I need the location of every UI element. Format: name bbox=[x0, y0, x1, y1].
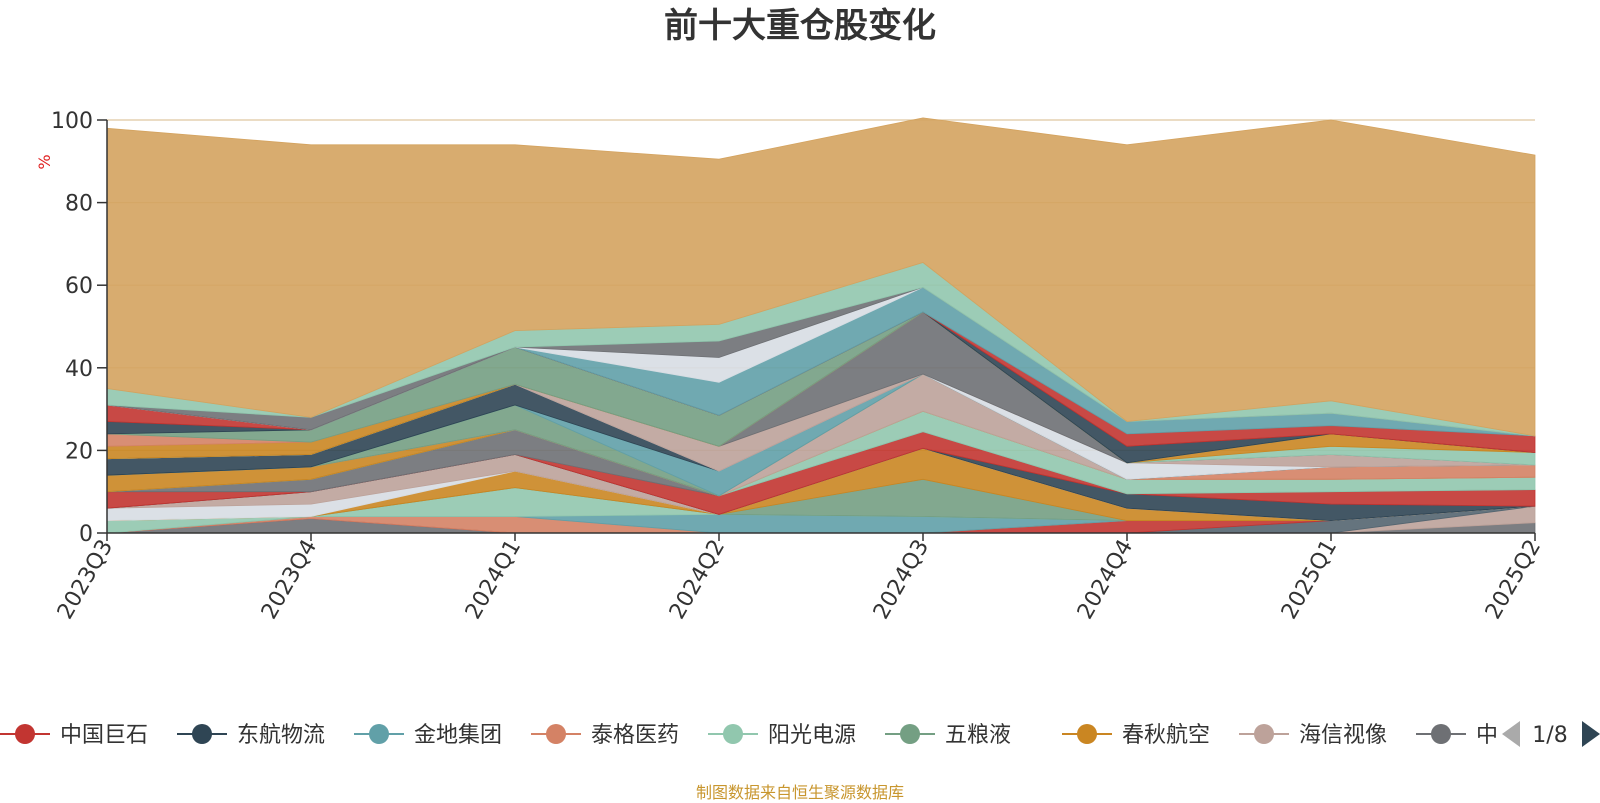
legend-marker-icon bbox=[546, 724, 566, 744]
y-tick-label: 80 bbox=[65, 192, 93, 217]
chart-title: 前十大重仓股变化 bbox=[664, 6, 936, 46]
legend-item[interactable]: 海信视像 bbox=[1239, 723, 1387, 748]
y-tick-label: 0 bbox=[79, 522, 93, 547]
legend-item[interactable]: 金地集团 bbox=[354, 723, 502, 748]
legend-item[interactable]: 东航物流 bbox=[177, 723, 325, 748]
legend-item[interactable]: 春秋航空 bbox=[1062, 723, 1210, 748]
legend-label: 中 bbox=[1476, 723, 1498, 748]
legend-marker-icon bbox=[900, 724, 920, 744]
y-tick-label: 40 bbox=[65, 357, 93, 382]
y-tick-label: 20 bbox=[65, 439, 93, 464]
legend-label: 阳光电源 bbox=[768, 723, 856, 748]
x-tick-label: 2024Q3 bbox=[869, 536, 934, 624]
y-axis-unit: % bbox=[35, 154, 54, 169]
legend-item[interactable]: 泰格医药 bbox=[531, 723, 679, 748]
legend-label: 金地集团 bbox=[414, 723, 502, 748]
triangle-right-icon[interactable] bbox=[1582, 721, 1600, 747]
x-tick-label: 2024Q4 bbox=[1073, 536, 1138, 624]
legend-label: 海信视像 bbox=[1299, 723, 1387, 748]
legend-item[interactable]: 中国巨石 bbox=[0, 723, 148, 748]
legend-marker-icon bbox=[723, 724, 743, 744]
legend-label: 东航物流 bbox=[237, 723, 325, 748]
legend-item[interactable]: 阳光电源 bbox=[708, 723, 856, 748]
triangle-left-icon[interactable] bbox=[1502, 721, 1520, 747]
legend-label: 泰格医药 bbox=[591, 723, 679, 748]
legend-marker-icon bbox=[192, 724, 212, 744]
source-note: 制图数据来自恒生聚源数据库 bbox=[695, 783, 904, 802]
legend: 中国巨石 东航物流 金地集团 泰格医药 阳光电源 五粮液 春秋航空 海信视像 中 1/8 bbox=[0, 721, 1600, 748]
legend-marker-icon bbox=[1254, 724, 1274, 744]
legend-label: 春秋航空 bbox=[1122, 723, 1210, 748]
y-tick-label: 100 bbox=[51, 109, 93, 134]
x-tick-label: 2023Q3 bbox=[53, 536, 118, 624]
legend-label: 中国巨石 bbox=[60, 723, 148, 748]
legend-marker-icon bbox=[1077, 724, 1097, 744]
x-tick-label: 2025Q1 bbox=[1277, 536, 1342, 624]
y-tick-label: 60 bbox=[65, 274, 93, 299]
legend-marker-icon bbox=[369, 724, 389, 744]
legend-marker-icon bbox=[1431, 724, 1451, 744]
stacked-areas bbox=[106, 117, 1536, 534]
x-tick-label: 2023Q4 bbox=[257, 536, 322, 624]
legend-item[interactable]: 五粮液 bbox=[885, 723, 1011, 748]
x-tick-label: 2025Q2 bbox=[1481, 536, 1546, 624]
legend-page-indicator: 1/8 bbox=[1532, 723, 1567, 748]
legend-marker-icon bbox=[15, 724, 35, 744]
x-tick-label: 2024Q1 bbox=[461, 536, 526, 624]
x-tick-label: 2024Q2 bbox=[665, 536, 730, 624]
area-series-35 bbox=[106, 117, 1536, 437]
legend-item[interactable]: 中 bbox=[1416, 723, 1498, 748]
legend-label: 五粮液 bbox=[945, 723, 1011, 748]
